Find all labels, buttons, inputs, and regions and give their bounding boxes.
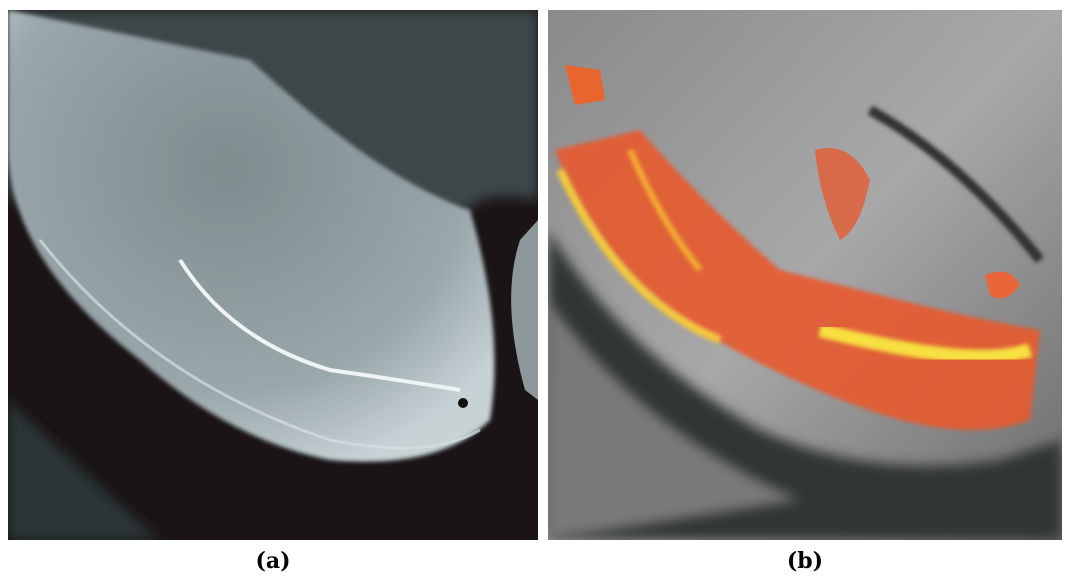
page: (a) (b) (() => { const data = JSON.parse…: [0, 0, 1068, 584]
image-a: [8, 10, 538, 540]
panel-label: (a): [255, 548, 290, 574]
figure: (a) (b): [0, 0, 1068, 584]
image-b: [548, 10, 1062, 540]
panel-label: (b): [787, 548, 823, 574]
